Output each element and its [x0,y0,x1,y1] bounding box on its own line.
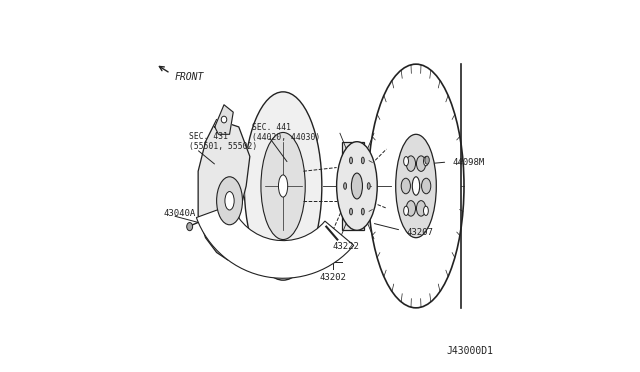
Text: 43222: 43222 [333,243,360,251]
Text: 44098M: 44098M [453,157,485,167]
Ellipse shape [406,156,415,171]
Polygon shape [215,105,233,134]
Ellipse shape [424,206,428,215]
Ellipse shape [404,157,408,166]
Wedge shape [196,205,354,278]
Ellipse shape [396,134,436,238]
Ellipse shape [422,178,431,194]
Ellipse shape [344,183,347,189]
Text: SEC. 431
(55501, 55502): SEC. 431 (55501, 55502) [189,132,257,151]
Polygon shape [198,119,250,260]
Text: 43207: 43207 [407,228,434,237]
Ellipse shape [424,157,428,166]
Ellipse shape [278,175,288,197]
Ellipse shape [221,116,227,123]
Text: 43202: 43202 [319,273,346,282]
Ellipse shape [401,178,410,194]
Ellipse shape [362,157,364,164]
Ellipse shape [244,92,322,280]
Ellipse shape [187,222,193,231]
Text: FRONT: FRONT [174,72,204,82]
Text: SEC. 441
(44020, 44030): SEC. 441 (44020, 44030) [252,123,320,142]
Text: J43000D1: J43000D1 [447,346,493,356]
Ellipse shape [362,208,364,215]
Ellipse shape [261,132,305,240]
Bar [342,142,364,230]
Ellipse shape [412,177,420,195]
Text: 43040A: 43040A [163,209,195,218]
Ellipse shape [349,208,353,215]
Ellipse shape [337,142,377,230]
Ellipse shape [349,157,353,164]
Ellipse shape [404,206,408,215]
Ellipse shape [351,173,362,199]
Ellipse shape [367,183,370,189]
Ellipse shape [225,192,234,210]
Ellipse shape [425,156,429,164]
Ellipse shape [417,156,426,171]
Ellipse shape [417,201,426,216]
Ellipse shape [216,177,243,225]
Ellipse shape [406,201,415,216]
